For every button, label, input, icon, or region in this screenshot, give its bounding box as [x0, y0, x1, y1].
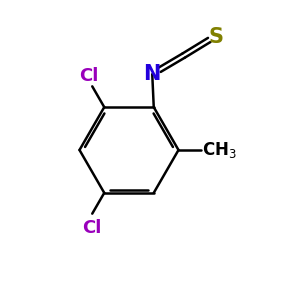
Text: Cl: Cl: [82, 219, 102, 237]
Text: S: S: [208, 27, 223, 47]
Text: Cl: Cl: [80, 67, 99, 85]
Text: CH$_3$: CH$_3$: [202, 140, 237, 160]
Text: N: N: [144, 64, 161, 84]
